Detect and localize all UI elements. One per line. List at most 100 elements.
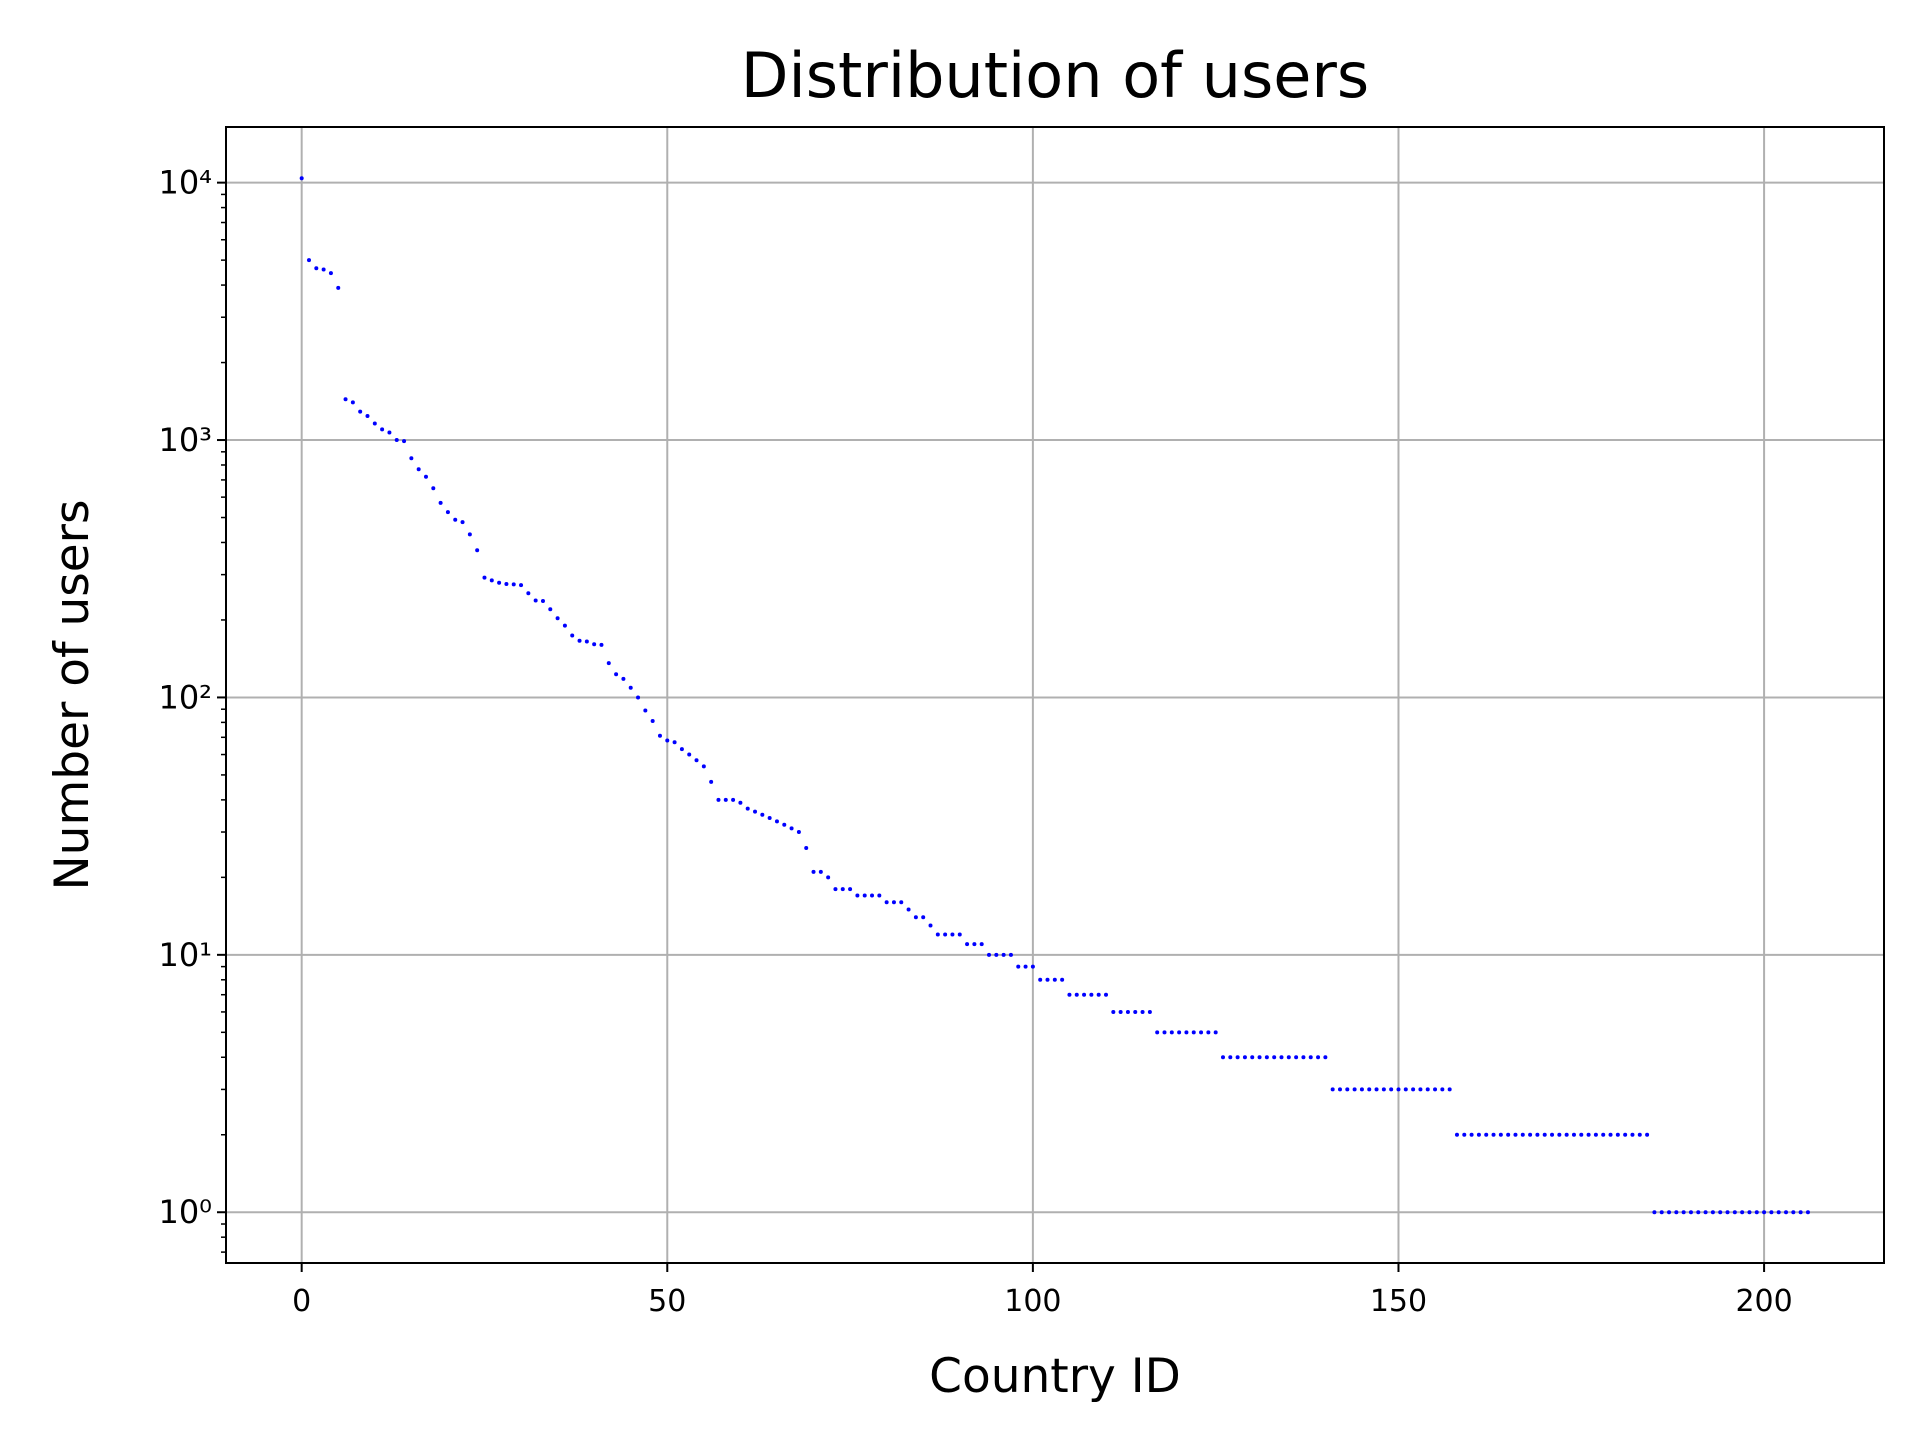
point [1418, 1087, 1423, 1092]
point [306, 258, 311, 263]
point [599, 642, 604, 647]
point [394, 438, 399, 443]
x-tick-label: 0 [292, 1284, 311, 1319]
point [1571, 1132, 1576, 1137]
point [987, 952, 992, 957]
point [1008, 952, 1013, 957]
point [1740, 1210, 1745, 1215]
point [913, 915, 918, 920]
point [862, 893, 867, 898]
point [1316, 1055, 1321, 1060]
point [701, 764, 706, 769]
point [387, 430, 392, 435]
point [899, 900, 904, 905]
point [380, 427, 385, 432]
point [1784, 1210, 1789, 1215]
point [1637, 1132, 1642, 1137]
point [877, 893, 882, 898]
point [1074, 992, 1079, 997]
point [460, 520, 465, 525]
point [1506, 1132, 1511, 1137]
point [643, 708, 648, 713]
point [716, 797, 721, 802]
point [1630, 1132, 1635, 1137]
point [1608, 1132, 1613, 1137]
point [848, 887, 853, 892]
point [1352, 1087, 1357, 1092]
point [1696, 1210, 1701, 1215]
point [1330, 1087, 1335, 1092]
point [1513, 1132, 1518, 1137]
point [1199, 1030, 1204, 1035]
point [540, 598, 545, 603]
point [782, 822, 787, 827]
point [979, 942, 984, 947]
y-tick-label: 10⁴ [158, 164, 212, 202]
point [1769, 1210, 1774, 1215]
point [1396, 1087, 1401, 1092]
point [1125, 1009, 1130, 1014]
point [1337, 1087, 1342, 1092]
point [1213, 1030, 1218, 1035]
point [972, 942, 977, 947]
point [1498, 1132, 1503, 1137]
point [1433, 1087, 1438, 1092]
point [1242, 1055, 1247, 1060]
point [1425, 1087, 1430, 1092]
point [504, 581, 509, 586]
point [1762, 1210, 1767, 1215]
point [321, 267, 326, 272]
point [453, 517, 458, 522]
point [1162, 1030, 1167, 1035]
point [1718, 1210, 1723, 1215]
point [372, 421, 377, 426]
point [482, 575, 487, 580]
chart-title: Distribution of users [741, 39, 1369, 112]
point [1089, 992, 1094, 997]
point [299, 176, 304, 181]
point [1294, 1055, 1299, 1060]
point [1601, 1132, 1606, 1137]
point [562, 623, 567, 628]
point [489, 578, 494, 583]
point [840, 887, 845, 892]
point [402, 439, 407, 444]
point [1016, 964, 1021, 969]
point [1067, 992, 1072, 997]
point [1272, 1055, 1277, 1060]
point [336, 285, 341, 290]
point [423, 474, 428, 479]
point [709, 779, 714, 784]
point [1235, 1055, 1240, 1060]
point [1403, 1087, 1408, 1092]
point [1030, 964, 1035, 969]
point [409, 456, 414, 461]
point [745, 806, 750, 811]
point [1667, 1210, 1672, 1215]
point [1725, 1210, 1730, 1215]
point [1111, 1009, 1116, 1014]
point [533, 598, 538, 603]
point [1447, 1087, 1452, 1092]
point [1462, 1132, 1467, 1137]
point [906, 907, 911, 912]
point [511, 582, 516, 587]
point [1250, 1055, 1255, 1060]
point [1440, 1087, 1445, 1092]
point [1754, 1210, 1759, 1215]
x-tick-label: 50 [648, 1284, 686, 1319]
point [628, 685, 633, 690]
point [1140, 1009, 1145, 1014]
point [884, 900, 889, 905]
point [1323, 1055, 1328, 1060]
point [1381, 1087, 1386, 1092]
point [555, 616, 560, 621]
point [796, 830, 801, 835]
point [760, 812, 765, 817]
point [438, 500, 443, 505]
point [1118, 1009, 1123, 1014]
point [1564, 1132, 1569, 1137]
point [855, 893, 860, 898]
point [1133, 1009, 1138, 1014]
